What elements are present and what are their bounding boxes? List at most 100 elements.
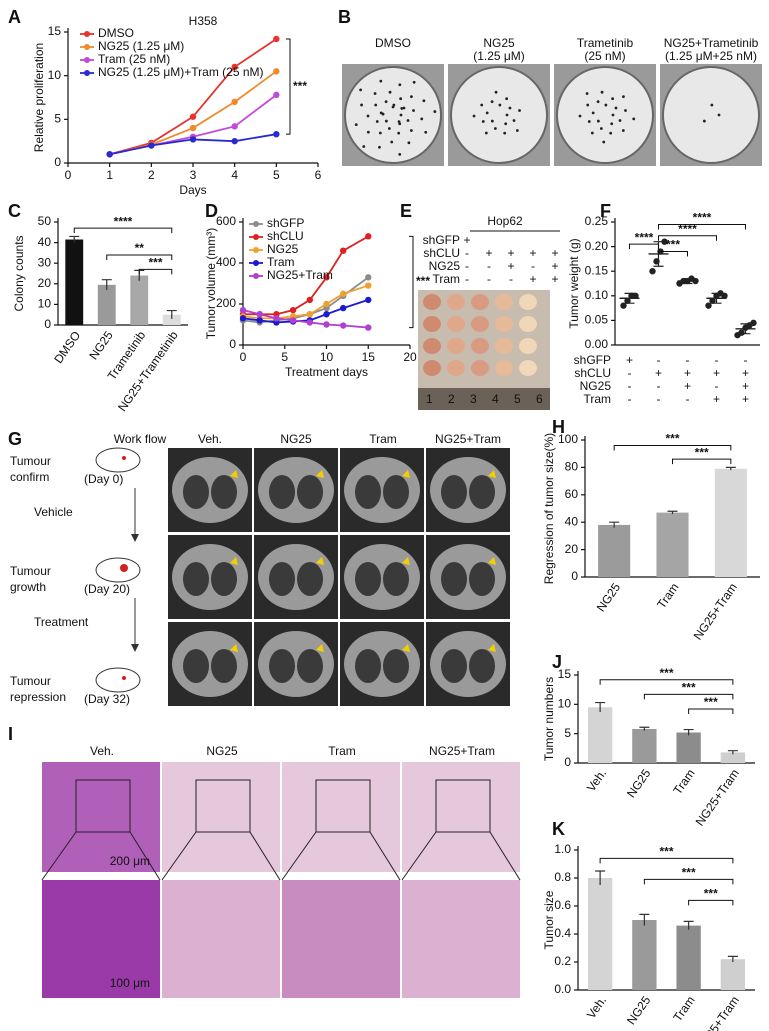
ct-lung [469,475,495,509]
column-label: Tram [369,432,397,446]
condition-sign: - [465,272,469,286]
condition-sign: - [657,392,661,406]
error-bar [740,323,751,335]
x-tick-label: NG25 [86,328,116,362]
colony [590,131,594,135]
y-axis-label: Colony counts [12,235,26,311]
point [273,35,280,43]
condition-sign: + [551,246,558,260]
colony [490,100,494,104]
zoom-lines [161,831,281,881]
ruler-number: 5 [514,392,521,406]
point [256,311,263,318]
significance-bracket [138,268,173,275]
condition-sign: - [487,272,491,286]
point [306,296,313,304]
point [649,268,656,275]
tumor [423,338,441,354]
error-bar [166,309,177,319]
panel-letter: C [8,201,21,221]
significance-bracket [599,857,734,864]
point [340,322,347,329]
colony [611,113,615,117]
dish [344,66,442,164]
ruler-number: 3 [470,392,477,406]
mouse [95,667,141,693]
plate-label: NG25 [483,36,515,50]
colony [632,117,636,121]
zoom-box [75,779,131,833]
mouse [95,557,141,583]
condition-sign: - [686,353,690,367]
column-label: NG25+Tram [429,744,495,758]
error-bar [69,235,80,243]
bar [598,524,631,577]
colony [399,97,403,101]
point [189,113,197,120]
y-tick-label: 0.00 [585,337,609,351]
plate-dose: (1.25 μM+25 nM) [665,49,757,63]
colony [378,145,381,149]
condition-sign: - [657,353,661,367]
colony [503,131,507,135]
point [189,136,197,143]
tumor-arrowhead [230,470,238,478]
colony [498,103,502,107]
tumor-arrowhead [230,557,238,565]
legend-label: NG25 [267,242,299,256]
ct-lung [183,649,209,683]
bar [587,878,613,990]
colony [611,97,615,101]
significance-label: *** [704,887,718,901]
bar [130,275,149,325]
legend-marker [253,221,259,227]
ct-lung [269,649,295,683]
point [365,233,372,240]
panel-letter: I [8,724,13,744]
plate-dose: (25 nM) [584,49,625,63]
legend-label: Tram [267,255,295,269]
y-axis-label: Tumor size [542,890,556,949]
significance-label: **** [114,214,133,228]
significance-label: *** [695,445,709,459]
significance-bracket [106,254,173,260]
y-tick-label: 0.10 [585,288,609,302]
condition-sign: + [507,246,514,260]
stage-name: growth [10,580,46,594]
condition-sign: + [713,366,720,380]
colony [359,88,363,92]
condition-sign: - [465,246,469,260]
ct-lung [355,475,381,509]
condition-sign: + [529,272,536,286]
colony [586,103,590,107]
dish [450,66,548,164]
significance-label: *** [704,695,718,709]
x-tick-label: 1 [106,168,113,182]
x-tick-label: 0 [65,168,72,182]
ct-lung [297,649,323,683]
tumor [519,294,537,310]
condition-sign: + [485,246,492,260]
condition-sign: + [742,392,749,406]
ct-lung [269,562,295,596]
colony [587,120,591,123]
significance-label: *** [659,666,673,680]
tumor [471,338,489,354]
tumor [471,360,489,376]
point [661,238,668,245]
legend-marker [84,57,90,63]
point [620,302,627,309]
ct-lung [383,562,409,596]
point [273,91,280,99]
y-axis-label: Relative proliferation [32,43,46,152]
significance-label: *** [148,256,162,270]
x-tick-label: NG25+Tram [693,994,742,1031]
condition-sign: + [463,233,470,247]
ct-lung [469,562,495,596]
condition-sign: - [628,392,632,406]
column-label: Veh. [198,432,222,446]
x-tick-label: Veh. [584,767,609,795]
condition-sign: + [742,366,749,380]
column-label: Veh. [90,744,114,758]
y-tick-label: 10 [38,297,52,311]
